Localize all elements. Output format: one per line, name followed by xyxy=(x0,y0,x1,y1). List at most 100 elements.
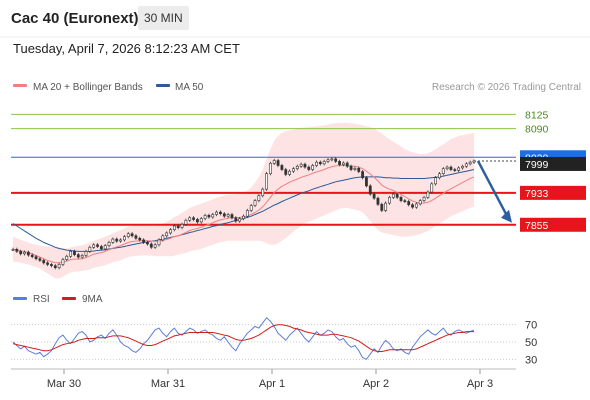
candle xyxy=(134,235,138,239)
candle xyxy=(399,197,403,201)
candle xyxy=(384,202,388,211)
candle xyxy=(42,260,46,264)
candle xyxy=(357,168,361,172)
candle xyxy=(230,214,234,219)
candle xyxy=(368,185,372,195)
candle xyxy=(265,173,268,190)
candle xyxy=(311,165,315,170)
candle xyxy=(388,197,391,204)
level-tag-7855 xyxy=(520,217,586,232)
candle xyxy=(268,163,272,174)
ma50-legend-label: MA 50 xyxy=(175,82,204,93)
candle xyxy=(430,183,434,193)
candle xyxy=(180,224,184,228)
candle xyxy=(391,193,395,198)
x-tick-label: Mar 31 xyxy=(151,378,185,390)
candle xyxy=(188,217,192,221)
candle xyxy=(349,165,353,170)
candle xyxy=(76,254,80,258)
x-axis-ticks: Mar 30 Mar 31 Apr 1 Apr 2 Apr 3 xyxy=(47,369,493,390)
candle xyxy=(50,264,53,266)
x-tick-label: Apr 3 xyxy=(467,378,493,390)
candle xyxy=(307,166,311,170)
candle xyxy=(322,161,326,165)
candle xyxy=(361,171,364,179)
candle xyxy=(395,193,399,198)
candle xyxy=(99,246,103,250)
candle xyxy=(226,214,230,217)
candle xyxy=(123,236,126,241)
candle xyxy=(338,161,341,165)
candle xyxy=(172,225,176,230)
candle xyxy=(295,165,299,170)
candle xyxy=(153,244,157,248)
price-candles xyxy=(11,157,476,270)
candle xyxy=(434,177,437,185)
rsi-tick-30: 30 xyxy=(525,354,537,366)
candle xyxy=(457,167,461,171)
rsi-ma-line xyxy=(12,324,474,352)
candle xyxy=(192,217,195,220)
candle xyxy=(34,256,38,260)
candle xyxy=(215,211,219,215)
candle xyxy=(184,219,188,225)
rsi-tick-50: 50 xyxy=(525,337,537,349)
candle xyxy=(468,161,472,165)
level-label-8125: 8125 xyxy=(525,109,549,121)
research-credit: Research © 2026 Trading Central xyxy=(432,82,581,93)
candle xyxy=(111,238,115,243)
candle xyxy=(249,205,253,211)
candle xyxy=(341,162,345,165)
candle xyxy=(334,158,338,162)
candle xyxy=(461,165,464,169)
candle xyxy=(165,232,169,237)
candle xyxy=(157,239,161,246)
candle xyxy=(280,165,284,170)
candle xyxy=(238,218,242,222)
rsi-legend-swatch xyxy=(13,297,27,300)
candle xyxy=(372,193,376,199)
candle xyxy=(365,177,368,187)
candle xyxy=(303,163,307,168)
candle xyxy=(26,251,30,256)
candle xyxy=(422,197,426,201)
rsi-tick-70: 70 xyxy=(525,320,537,332)
candle xyxy=(65,255,69,260)
candle xyxy=(107,242,111,246)
candle xyxy=(449,166,453,170)
candle xyxy=(203,215,207,219)
timeframe-button[interactable]: 30 MIN xyxy=(138,6,189,30)
candle xyxy=(196,219,199,223)
ma20-legend-label: MA 20 + Bollinger Bands xyxy=(33,82,143,93)
candle xyxy=(315,161,318,166)
candle xyxy=(403,200,407,202)
candle xyxy=(142,239,146,243)
candle xyxy=(96,244,99,247)
x-tick-label: Mar 30 xyxy=(47,378,81,390)
rsi-y-ticks: 70 50 30 xyxy=(525,320,537,367)
level-label-8090: 8090 xyxy=(525,124,549,136)
candle xyxy=(299,163,303,167)
candle xyxy=(103,245,107,250)
candle xyxy=(84,251,88,256)
candle xyxy=(119,239,122,242)
candle xyxy=(438,173,441,179)
candle xyxy=(176,225,180,228)
candle xyxy=(69,251,73,257)
candle xyxy=(11,249,15,251)
candle xyxy=(53,265,57,269)
candle xyxy=(30,254,34,257)
candle xyxy=(73,251,76,255)
main-plot: 812580908020799979337855 xyxy=(11,109,586,279)
candle xyxy=(57,264,61,269)
candle xyxy=(414,203,418,208)
level-tag-7999 xyxy=(520,156,586,171)
candle xyxy=(161,235,165,241)
candle xyxy=(453,169,457,171)
candle xyxy=(284,169,288,175)
level-labels: 812580908020799979337855 xyxy=(520,109,586,232)
main-legend: MA 20 + Bollinger Bands MA 50 Research ©… xyxy=(13,82,581,93)
candle xyxy=(445,166,449,170)
candle xyxy=(15,249,19,252)
